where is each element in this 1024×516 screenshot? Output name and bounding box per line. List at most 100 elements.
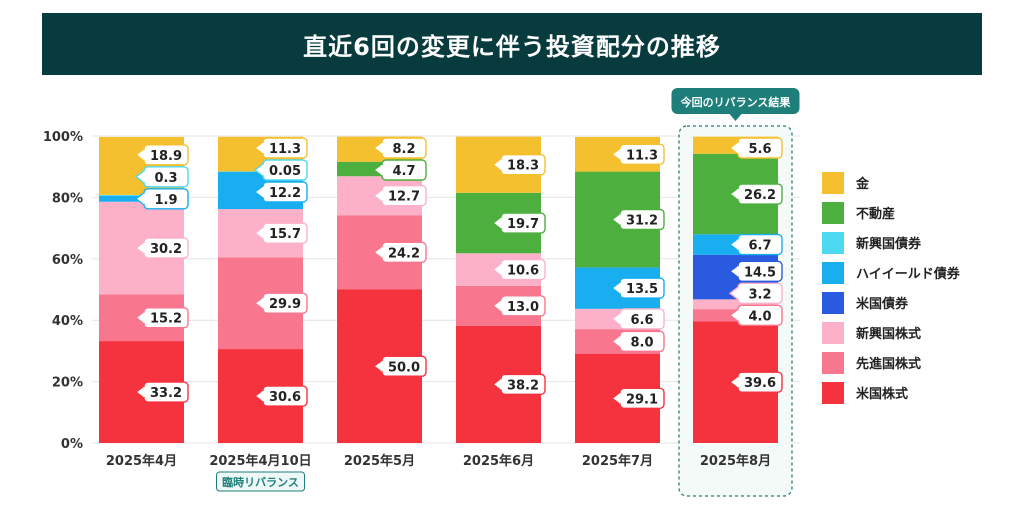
data-label-joint bbox=[737, 288, 740, 299]
data-label-joint bbox=[143, 243, 146, 254]
data-label-joint bbox=[262, 187, 265, 197]
data-label: 24.2 bbox=[388, 246, 420, 261]
data-label-joint bbox=[262, 298, 265, 309]
data-label-joint bbox=[619, 313, 622, 324]
legend-label: 新興国債券 bbox=[856, 236, 922, 252]
x-category-label: 2025年8月 bbox=[700, 453, 771, 469]
data-label: 14.5 bbox=[744, 265, 776, 280]
data-label-joint bbox=[143, 171, 146, 182]
legend-swatch bbox=[822, 292, 844, 314]
data-label: 8.2 bbox=[392, 142, 415, 157]
data-label: 6.6 bbox=[630, 313, 653, 328]
data-label: 13.0 bbox=[507, 300, 539, 315]
data-label: 3.2 bbox=[748, 287, 771, 302]
data-label-joint bbox=[619, 283, 622, 294]
data-label: 4.7 bbox=[392, 164, 415, 179]
legend-label: 先進国株式 bbox=[856, 356, 921, 372]
data-label: 39.6 bbox=[744, 376, 776, 391]
data-label-joint bbox=[737, 310, 740, 321]
bar-segment bbox=[693, 299, 778, 310]
data-label: 13.5 bbox=[626, 282, 658, 297]
chart-title-bar: 直近6回の変更に伴う投資配分の推移 bbox=[42, 13, 982, 75]
data-label: 12.7 bbox=[388, 190, 420, 205]
y-tick-label: 0% bbox=[61, 437, 83, 452]
data-label: 31.2 bbox=[626, 214, 658, 229]
data-label-joint bbox=[500, 379, 503, 390]
data-label-joint bbox=[143, 149, 146, 160]
data-label: 6.7 bbox=[748, 239, 771, 254]
legend-swatch bbox=[822, 322, 844, 344]
data-label: 18.3 bbox=[507, 159, 539, 174]
extra-rebalance-text: 臨時リバランス bbox=[222, 475, 299, 489]
data-label: 26.2 bbox=[744, 188, 776, 203]
data-label-joint bbox=[619, 214, 622, 225]
data-label-joint bbox=[381, 361, 384, 372]
data-label: 29.1 bbox=[626, 392, 658, 407]
legend-label: ハイイールド債券 bbox=[856, 266, 961, 282]
data-label: 18.9 bbox=[150, 149, 182, 164]
data-label: 0.05 bbox=[269, 164, 301, 179]
data-label-joint bbox=[500, 218, 503, 229]
data-label-joint bbox=[381, 190, 384, 201]
data-label: 33.2 bbox=[150, 386, 182, 401]
y-tick-label: 80% bbox=[52, 191, 83, 206]
data-label-joint bbox=[737, 266, 740, 277]
data-label: 5.6 bbox=[748, 142, 771, 157]
data-label-joint bbox=[619, 336, 622, 347]
legend-label: 米国株式 bbox=[856, 386, 908, 402]
data-label: 38.2 bbox=[507, 378, 539, 393]
data-label-joint bbox=[143, 193, 146, 204]
data-label: 30.6 bbox=[269, 390, 301, 405]
data-label-joint bbox=[381, 143, 384, 153]
data-label: 15.7 bbox=[269, 227, 301, 242]
data-label-joint bbox=[737, 189, 740, 200]
y-tick-label: 100% bbox=[43, 130, 83, 145]
data-label: 11.3 bbox=[626, 148, 658, 163]
data-label-joint bbox=[262, 391, 265, 402]
data-label-joint bbox=[737, 143, 740, 153]
chart-title: 直近6回の変更に伴う投資配分の推移 bbox=[303, 32, 721, 61]
data-label-joint bbox=[500, 300, 503, 311]
data-label-joint bbox=[500, 159, 503, 170]
data-label: 10.6 bbox=[507, 264, 539, 279]
data-label: 4.0 bbox=[748, 309, 771, 324]
data-label-joint bbox=[381, 165, 384, 175]
legend-swatch bbox=[822, 172, 844, 194]
data-label-joint bbox=[262, 165, 265, 175]
data-label-joint bbox=[262, 143, 265, 153]
data-label: 29.9 bbox=[269, 297, 301, 312]
data-label-joint bbox=[143, 312, 146, 323]
x-category-label: 2025年4月 bbox=[106, 453, 177, 469]
y-tick-label: 20% bbox=[52, 376, 83, 391]
highlight-callout-text: 今回のリバランス結果 bbox=[680, 95, 791, 109]
data-label-joint bbox=[619, 393, 622, 404]
data-label: 8.0 bbox=[630, 335, 653, 350]
y-tick-label: 60% bbox=[52, 253, 83, 268]
legend-label: 新興国株式 bbox=[856, 326, 921, 342]
data-label-joint bbox=[262, 228, 265, 239]
data-label-joint bbox=[143, 387, 146, 398]
data-label: 12.2 bbox=[269, 186, 301, 201]
y-tick-label: 40% bbox=[52, 314, 83, 329]
data-label-joint bbox=[500, 264, 503, 275]
data-label: 11.3 bbox=[269, 142, 301, 157]
x-category-label: 2025年7月 bbox=[582, 453, 653, 469]
data-label: 1.9 bbox=[154, 193, 177, 208]
data-label: 30.2 bbox=[150, 242, 182, 257]
legend-swatch bbox=[822, 202, 844, 224]
data-label: 19.7 bbox=[507, 217, 539, 232]
data-label-joint bbox=[619, 149, 622, 160]
x-category-label: 2025年4月10日 bbox=[209, 453, 311, 469]
legend-swatch bbox=[822, 382, 844, 404]
highlight-callout-pointer bbox=[729, 114, 742, 121]
legend-label: 米国債券 bbox=[856, 296, 909, 312]
x-category-label: 2025年5月 bbox=[344, 453, 415, 469]
legend-label: 金 bbox=[855, 176, 870, 192]
extra-rebalance-badge bbox=[216, 471, 305, 492]
data-label-joint bbox=[381, 247, 384, 258]
legend-swatch bbox=[822, 232, 844, 254]
data-label: 15.2 bbox=[150, 312, 182, 327]
legend-swatch bbox=[822, 352, 844, 374]
highlight-callout bbox=[671, 88, 800, 114]
